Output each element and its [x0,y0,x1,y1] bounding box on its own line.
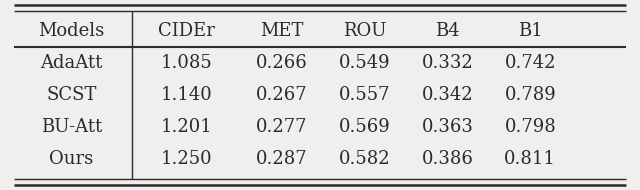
Text: ROU: ROU [343,22,387,40]
Text: 0.363: 0.363 [422,118,474,136]
Text: 0.798: 0.798 [504,118,556,136]
Text: 0.267: 0.267 [256,86,308,104]
Text: 1.250: 1.250 [161,150,212,168]
Text: 1.201: 1.201 [160,118,212,136]
Text: 0.789: 0.789 [504,86,556,104]
Text: 0.549: 0.549 [339,54,390,72]
Text: B1: B1 [518,22,543,40]
Text: 0.811: 0.811 [504,150,556,168]
Text: BU-Att: BU-Att [41,118,102,136]
Text: 0.266: 0.266 [256,54,308,72]
Text: 0.332: 0.332 [422,54,474,72]
Text: 0.742: 0.742 [504,54,556,72]
Text: 0.386: 0.386 [422,150,474,168]
Text: B4: B4 [435,22,460,40]
Text: CIDEr: CIDEr [157,22,214,40]
Text: 0.582: 0.582 [339,150,390,168]
Text: AdaAtt: AdaAtt [40,54,102,72]
Text: Ours: Ours [49,150,93,168]
Text: 0.342: 0.342 [422,86,473,104]
Text: SCST: SCST [46,86,97,104]
Text: 0.569: 0.569 [339,118,390,136]
Text: 0.277: 0.277 [256,118,307,136]
Text: 1.140: 1.140 [160,86,212,104]
Text: 0.287: 0.287 [256,150,308,168]
Text: MET: MET [260,22,303,40]
Text: 1.085: 1.085 [160,54,212,72]
Text: Models: Models [38,22,104,40]
Text: 0.557: 0.557 [339,86,390,104]
